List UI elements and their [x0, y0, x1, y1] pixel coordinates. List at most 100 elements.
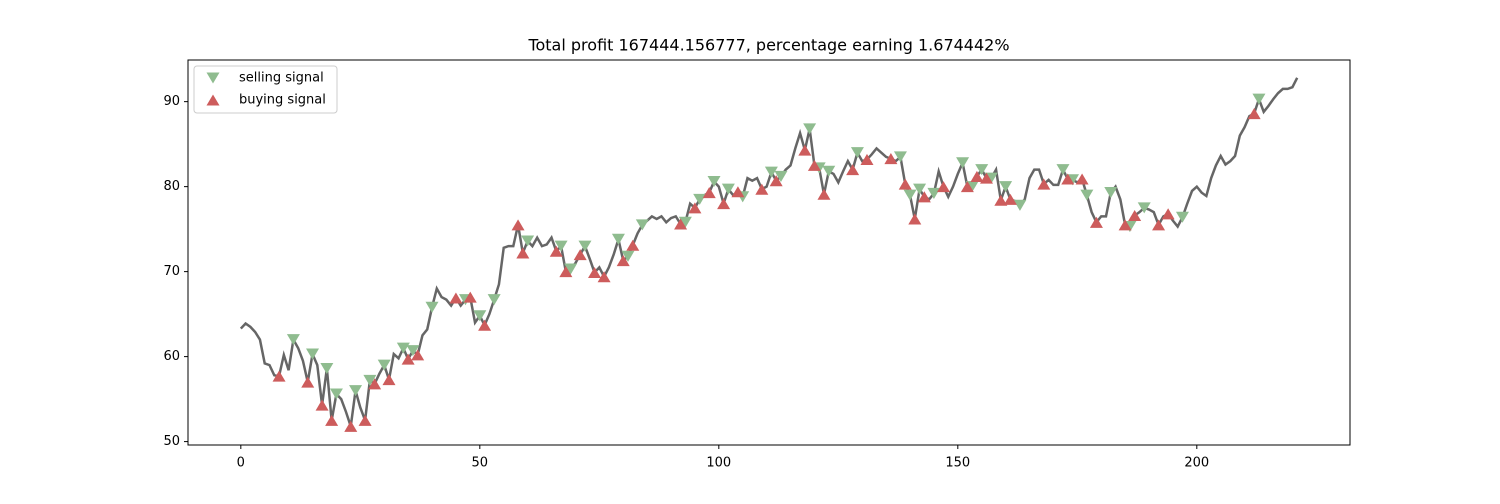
signal-marker [755, 183, 769, 195]
signal-marker [693, 193, 707, 205]
signal-marker [807, 159, 821, 171]
signal-marker [368, 378, 382, 390]
signal-marker [1128, 210, 1142, 222]
signal-marker [473, 310, 487, 322]
signal-marker [573, 249, 587, 261]
signal-marker [707, 176, 721, 188]
signal-marker [1137, 202, 1151, 214]
signal-marker [1080, 189, 1094, 201]
signal-marker [1152, 219, 1166, 231]
signal-marker [349, 385, 363, 397]
signal-marker [382, 374, 396, 386]
signal-marker [936, 181, 950, 193]
signal-marker [401, 353, 415, 365]
signal-marker [817, 188, 831, 200]
signal-marker [377, 359, 391, 371]
signal-marker [487, 294, 501, 306]
signal-marker [764, 166, 778, 178]
signal-marker [1247, 108, 1261, 120]
signal-marker [999, 181, 1013, 193]
signal-marker [798, 144, 812, 156]
signal-marker [702, 187, 716, 199]
signal-marker [478, 319, 492, 331]
signal-marker [549, 245, 563, 257]
signal-marker [411, 349, 425, 361]
signal-marker [511, 219, 525, 231]
signal-marker [674, 218, 688, 230]
signal-marker [822, 165, 836, 177]
x-tick-label: 100 [706, 456, 731, 471]
signal-marker [678, 216, 692, 228]
signal-marker [913, 183, 927, 195]
y-tick-label: 90 [163, 94, 180, 109]
signal-marker [884, 153, 898, 165]
signal-marker [908, 213, 922, 225]
signal-marker [325, 414, 339, 426]
y-tick-label: 70 [163, 264, 180, 279]
signal-marker [320, 362, 334, 375]
signal-marker [1075, 173, 1089, 185]
signal-marker [1089, 216, 1103, 228]
x-tick-label: 150 [945, 456, 970, 471]
signal-marker [272, 370, 286, 382]
signal-marker [717, 198, 731, 210]
signal-marker [344, 420, 358, 432]
signal-marker [554, 240, 568, 252]
signal-marker [301, 376, 315, 388]
signal-marker [559, 266, 573, 278]
signal-marker [521, 235, 535, 247]
y-tick-label: 60 [163, 349, 180, 364]
signal-marker [1104, 187, 1118, 199]
signal-marker [898, 178, 912, 190]
signal-marker [564, 263, 578, 275]
signal-marker [769, 175, 783, 187]
signal-marker [1061, 173, 1075, 185]
legend-label: buying signal [239, 93, 326, 108]
signal-marker [406, 345, 420, 357]
y-tick-label: 80 [163, 179, 180, 194]
legend-marker [206, 94, 220, 106]
signal-marker [1013, 199, 1027, 211]
signal-marker [611, 233, 625, 245]
signal-marker [516, 247, 530, 259]
y-tick-label: 50 [163, 434, 180, 449]
signal-marker [979, 172, 993, 184]
signal-marker [994, 194, 1008, 206]
x-tick-label: 50 [472, 456, 489, 471]
signal-marker [306, 348, 320, 360]
signal-marker [1161, 208, 1175, 220]
signal-marker [903, 189, 917, 201]
signal-marker [927, 187, 941, 199]
signal-marker [463, 291, 477, 303]
signal-marker [363, 374, 377, 386]
signal-marker [425, 301, 439, 313]
signal-marker [917, 191, 931, 203]
legend-label: selling signal [239, 71, 324, 86]
signal-marker [286, 334, 300, 346]
x-tick-label: 200 [1184, 456, 1209, 471]
signal-marker [616, 255, 630, 267]
legend-marker [206, 72, 220, 84]
signal-marker [1175, 211, 1189, 223]
signal-marker [1252, 93, 1266, 105]
signal-marker [1003, 193, 1017, 205]
signal-marker [721, 183, 735, 195]
legend-box [193, 65, 338, 114]
signal-marker [846, 164, 860, 176]
signal-marker [970, 170, 984, 182]
signal-marker [626, 239, 640, 251]
signal-marker [975, 164, 989, 176]
signal-marker [329, 388, 343, 400]
signal-marker [621, 250, 635, 262]
chart-title: Total profit 167444.156777, percentage e… [527, 36, 1009, 55]
signal-marker [803, 123, 817, 135]
signal-marker [688, 202, 702, 214]
signal-marker [731, 186, 745, 198]
signal-marker [1118, 219, 1132, 231]
plot-frame [187, 59, 1351, 446]
signal-marker [1056, 164, 1070, 176]
signal-marker [860, 153, 874, 165]
signal-marker [774, 170, 788, 182]
signal-marker [358, 414, 372, 426]
signal-marker [960, 181, 974, 193]
